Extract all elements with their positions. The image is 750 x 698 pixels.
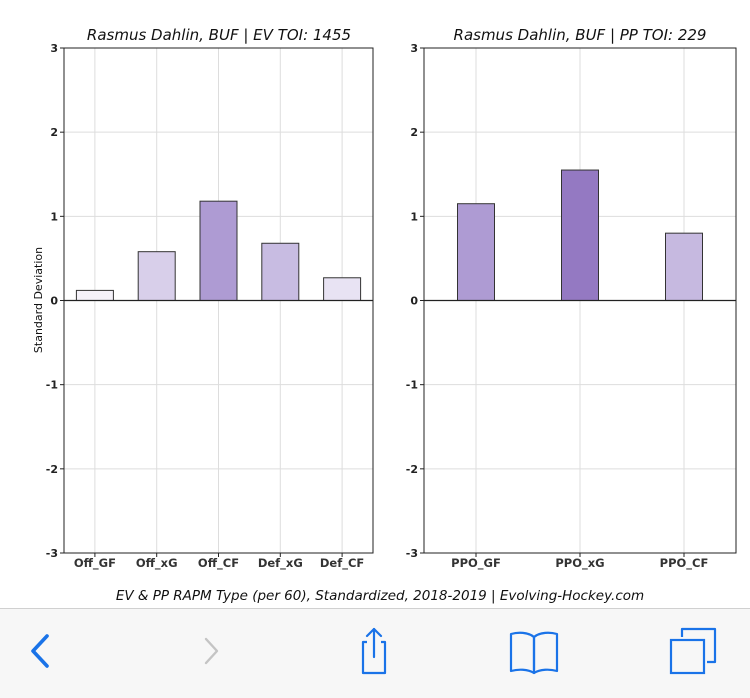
back-chevron-icon xyxy=(31,634,49,668)
y-tick-label: 3 xyxy=(50,42,58,55)
bar-ppo-gf xyxy=(457,203,495,301)
y-tick-label: -1 xyxy=(46,379,58,392)
chart-title: Rasmus Dahlin, BUF | EV TOI: 1455 xyxy=(87,26,351,44)
x-tick-label: Def_xG xyxy=(258,556,303,571)
x-tick-label: Off_GF xyxy=(74,556,116,571)
bars xyxy=(457,169,703,302)
y-tick-label: 2 xyxy=(50,126,58,139)
figure-caption: EV & PP RAPM Type (per 60), Standardized… xyxy=(116,588,644,604)
y-tick-label: 1 xyxy=(50,210,58,223)
tabs-icon xyxy=(669,627,717,675)
y-ticks: 3 2 1 0 -1 -2 -3 xyxy=(406,42,424,560)
x-tick-label: Off_CF xyxy=(198,556,239,571)
tabs-button[interactable] xyxy=(662,623,722,679)
bar-ppo-cf xyxy=(665,232,703,302)
ev-rapm-chart: Rasmus Dahlin, BUF | EV TOI: 1455 Standa… xyxy=(32,26,374,571)
share-button[interactable] xyxy=(344,623,404,679)
bookmarks-icon xyxy=(509,631,559,675)
bar-def-cf xyxy=(323,277,362,301)
forward-button[interactable] xyxy=(181,623,241,679)
charts-figure: Rasmus Dahlin, BUF | EV TOI: 1455 Standa… xyxy=(32,26,737,604)
y-axis-label: Standard Deviation xyxy=(32,247,45,353)
bars xyxy=(75,200,362,301)
x-tick-label: PPO_GF xyxy=(451,556,501,571)
x-tick-label: PPO_xG xyxy=(555,556,604,571)
y-ticks: 3 2 1 0 -1 -2 -3 xyxy=(46,42,64,560)
y-tick-label: -3 xyxy=(46,547,58,560)
y-tick-label: 1 xyxy=(410,210,418,223)
y-tick-label: 3 xyxy=(410,42,418,55)
browser-toolbar xyxy=(0,608,750,698)
bar-ppo-xg xyxy=(561,169,599,301)
x-ticks: PPO_GF PPO_xG PPO_CF xyxy=(451,553,708,571)
chart-title: Rasmus Dahlin, BUF | PP TOI: 229 xyxy=(454,26,707,44)
bar-def-xg xyxy=(261,242,300,301)
x-tick-label: Def_CF xyxy=(320,556,364,571)
bar-off-gf xyxy=(75,289,114,301)
y-tick-label: -2 xyxy=(406,463,418,476)
x-ticks: Off_GF Off_xG Off_CF Def_xG Def_CF xyxy=(74,553,364,571)
pp-rapm-chart: Rasmus Dahlin, BUF | PP TOI: 229 3 2 1 0 -1 -… xyxy=(406,26,737,571)
y-tick-label: -3 xyxy=(406,547,418,560)
back-button[interactable] xyxy=(12,623,72,679)
share-icon xyxy=(361,627,387,675)
bookmarks-button[interactable] xyxy=(504,623,564,679)
y-tick-label: -1 xyxy=(406,379,418,392)
y-tick-label: 0 xyxy=(410,295,418,308)
x-tick-label: PPO_CF xyxy=(660,556,709,571)
y-tick-label: -2 xyxy=(46,463,58,476)
x-tick-label: Off_xG xyxy=(136,556,178,571)
y-tick-label: 2 xyxy=(410,126,418,139)
bar-off-xg xyxy=(137,251,176,301)
forward-chevron-icon xyxy=(204,637,219,665)
y-tick-label: 0 xyxy=(50,295,58,308)
bar-off-cf xyxy=(199,200,238,301)
